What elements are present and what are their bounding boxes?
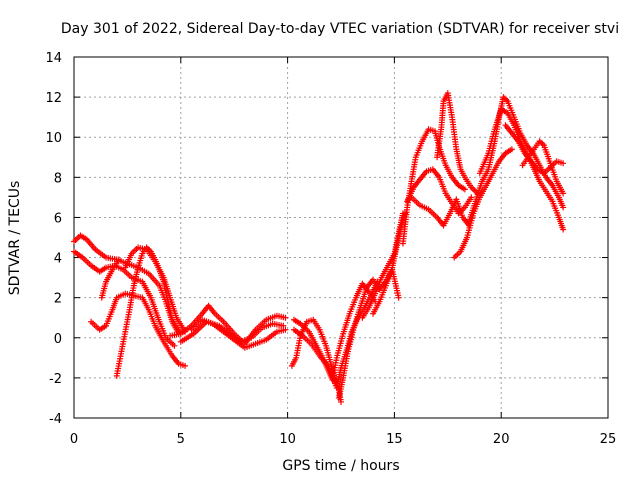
series-arc-19 bbox=[434, 90, 481, 197]
y-tick-label: -4 bbox=[49, 412, 62, 427]
data-point bbox=[560, 226, 567, 233]
axis-ticks: 0 5 10 15 20 25 -4 -2 0 2 4 6 8 10 12 14 bbox=[45, 51, 616, 447]
x-tick-label: 15 bbox=[386, 432, 403, 447]
data-point bbox=[282, 314, 289, 321]
series-arc-12 bbox=[291, 278, 381, 391]
series-arc-20 bbox=[451, 146, 515, 261]
y-tick-label: 4 bbox=[54, 252, 62, 267]
series-arc-14 bbox=[359, 210, 406, 321]
y-tick-label: 8 bbox=[54, 171, 62, 186]
data-marks bbox=[71, 90, 567, 405]
data-point bbox=[461, 186, 468, 193]
y-tick-label: 14 bbox=[45, 51, 62, 66]
chart-title: Day 301 of 2022, Sidereal Day-to-day VTE… bbox=[61, 21, 619, 37]
series-arc-10 bbox=[288, 316, 344, 405]
x-tick-label: 20 bbox=[493, 432, 510, 447]
y-tick-label: 12 bbox=[45, 91, 62, 106]
series-arc-6 bbox=[122, 244, 189, 335]
data-point bbox=[171, 342, 178, 349]
series-arc-23 bbox=[502, 122, 567, 177]
y-tick-label: 0 bbox=[54, 332, 62, 347]
data-point bbox=[395, 294, 402, 301]
data-point bbox=[338, 398, 344, 405]
series-arc-9 bbox=[188, 316, 289, 351]
x-axis-label: GPS time / hours bbox=[282, 458, 399, 474]
data-point bbox=[468, 194, 475, 201]
series-arc-18 bbox=[408, 194, 473, 229]
data-point bbox=[508, 146, 515, 153]
x-tick-label: 10 bbox=[279, 432, 296, 447]
x-tick-label: 25 bbox=[600, 432, 617, 447]
series-arc-21 bbox=[466, 94, 567, 225]
data-point bbox=[182, 362, 189, 369]
plot-frame bbox=[73, 56, 609, 419]
data-point bbox=[560, 190, 567, 197]
x-tick-label: 0 bbox=[70, 432, 78, 447]
series-arc-3 bbox=[88, 290, 189, 369]
x-tick-label: 5 bbox=[177, 432, 185, 447]
series-arc-4 bbox=[98, 256, 122, 301]
y-tick-label: 10 bbox=[45, 131, 62, 146]
y-axis-label: SDTVAR / TECUs bbox=[7, 181, 23, 296]
data-point bbox=[282, 326, 289, 333]
data-point bbox=[115, 256, 122, 263]
y-tick-label: 6 bbox=[54, 211, 62, 226]
data-point bbox=[560, 160, 567, 167]
y-tick-label: 2 bbox=[54, 292, 62, 307]
y-tick-label: -2 bbox=[49, 372, 62, 387]
data-point bbox=[560, 204, 567, 211]
series-arc-24 bbox=[519, 138, 567, 197]
series-arc-15 bbox=[370, 210, 409, 317]
